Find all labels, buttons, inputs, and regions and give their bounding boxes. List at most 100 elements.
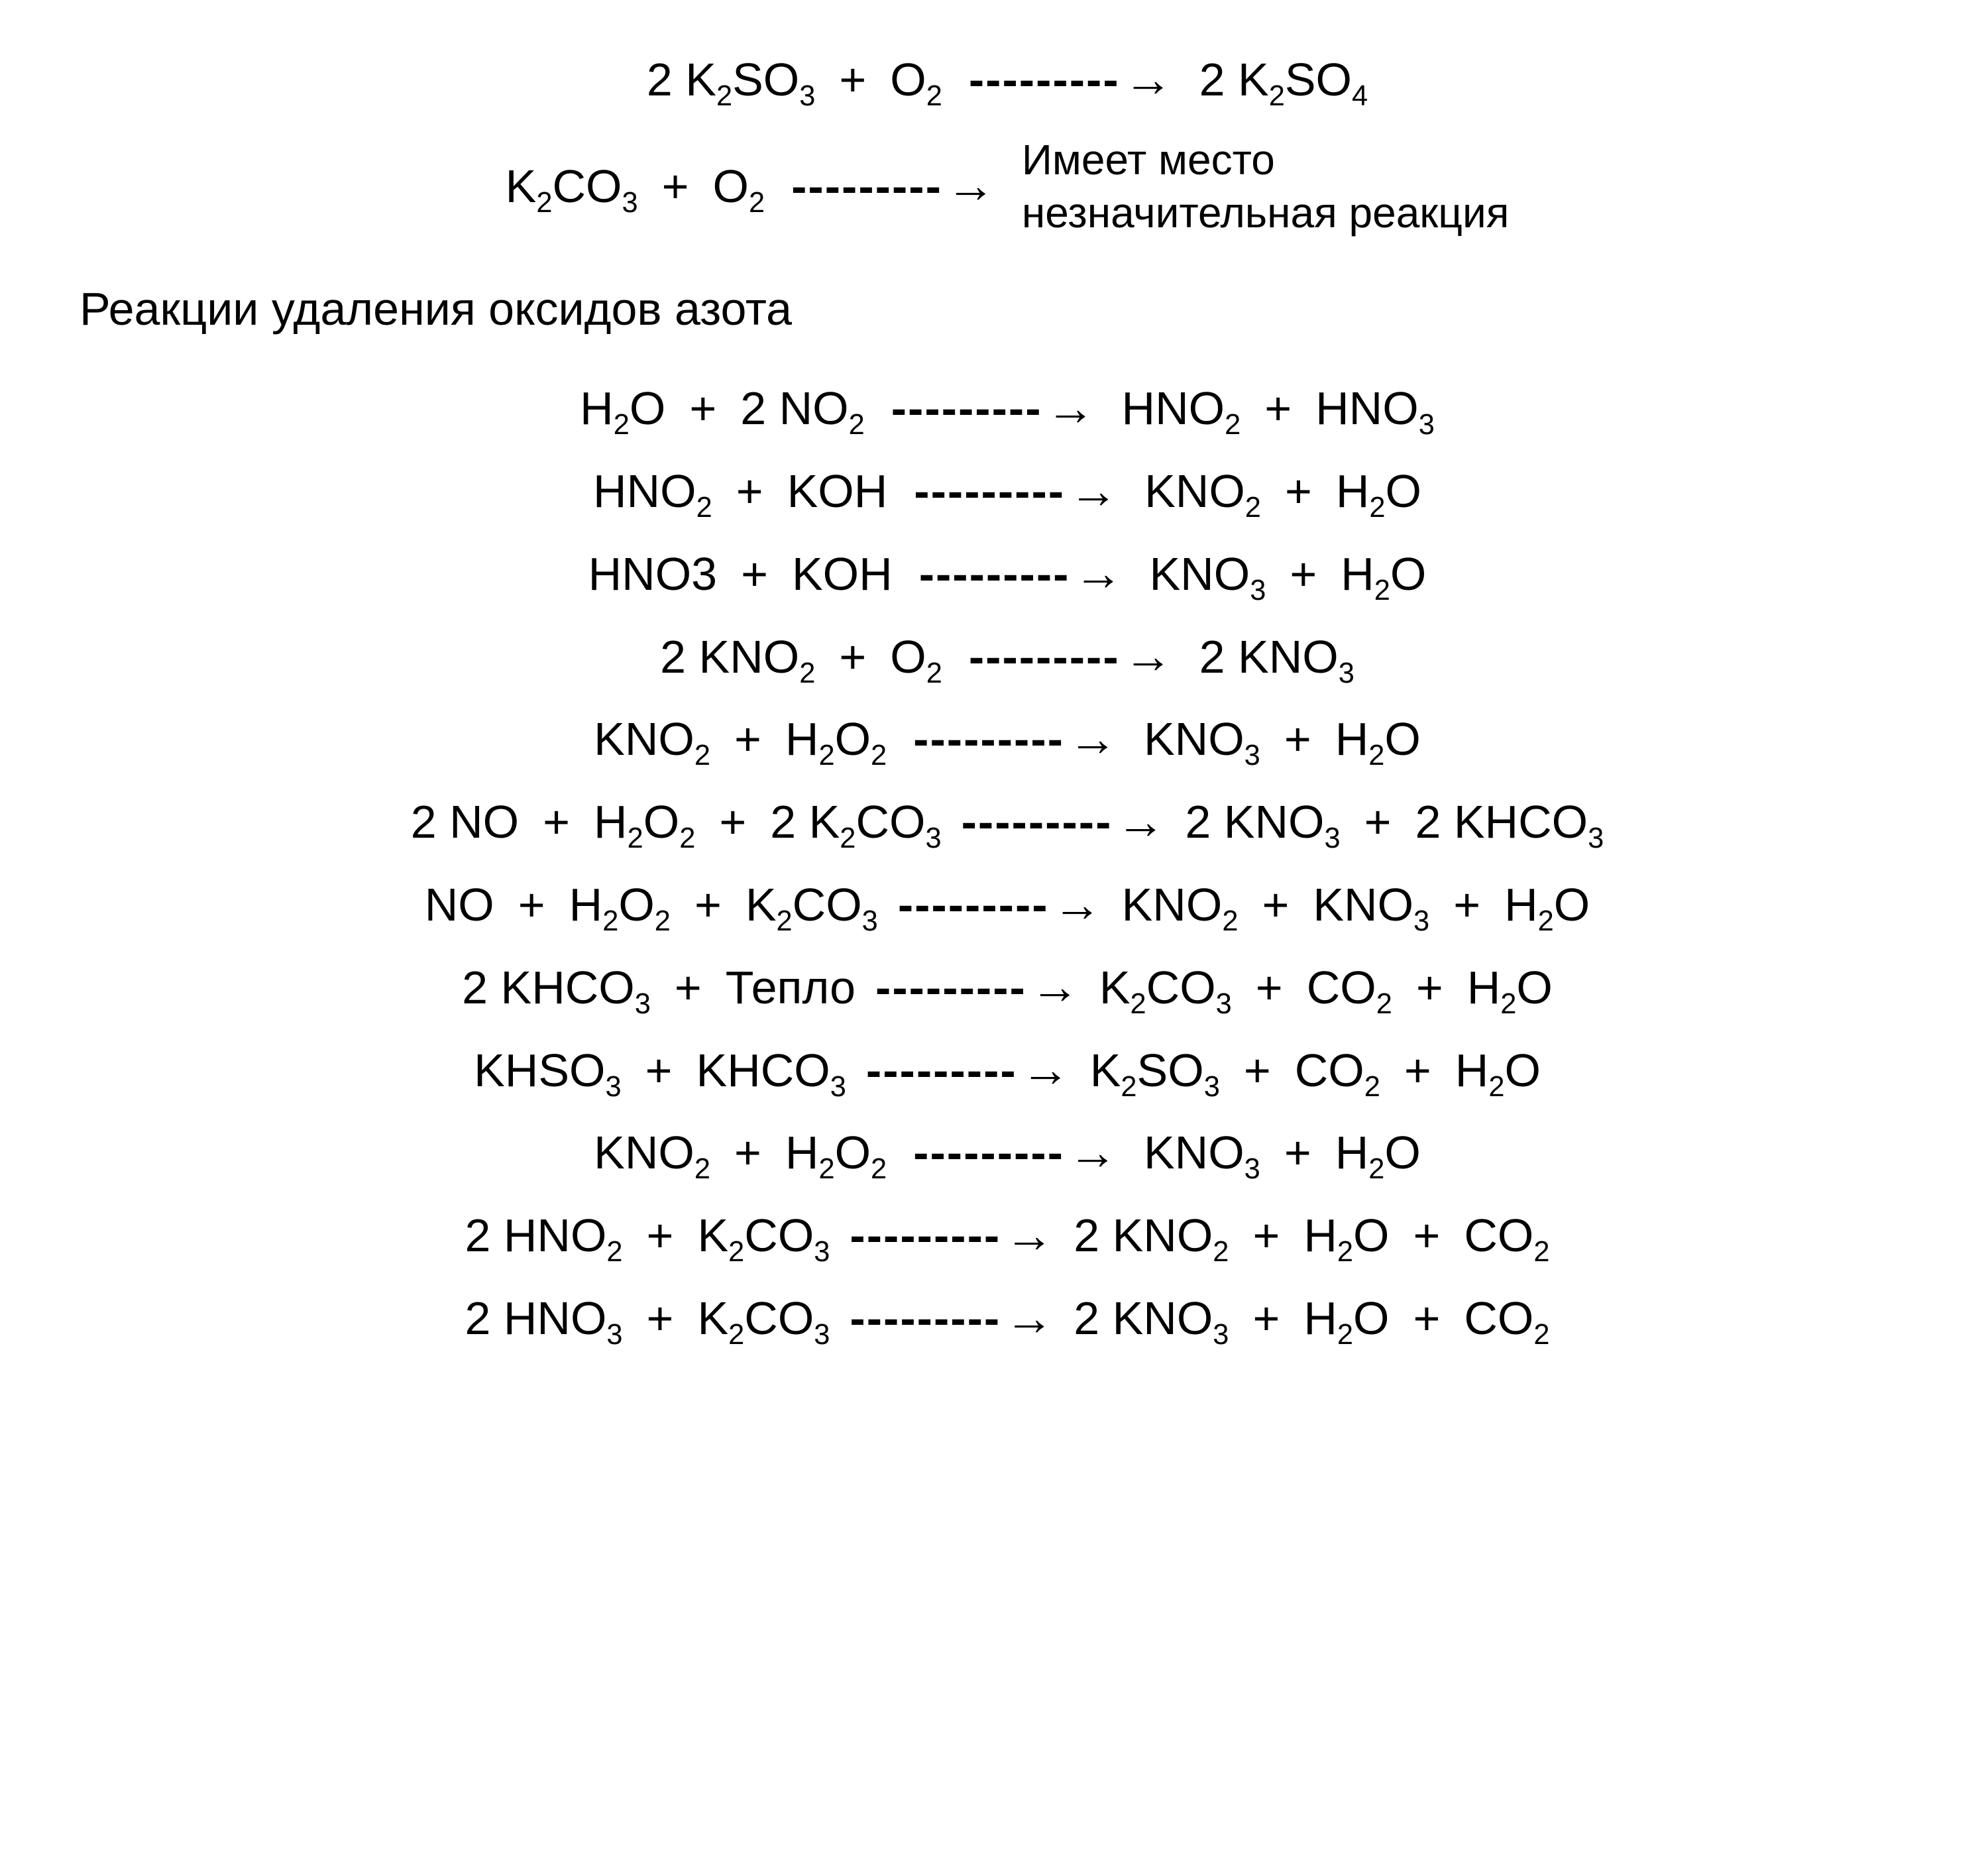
section-heading: Реакции удаления оксидов азота [80, 279, 1935, 339]
plus-sign: + [1281, 463, 1316, 519]
plus-sign: + [732, 463, 767, 519]
reaction-side: HNO2+KOH [593, 463, 887, 519]
reaction-species: K2CO3 [697, 1208, 830, 1263]
reaction-species: K2SO3 [1090, 1042, 1220, 1098]
arrow-head-icon: → [1074, 544, 1123, 603]
reaction-side: 2 HNO2 + K2CO3 [465, 1208, 830, 1263]
arrow-dashes: --------- [962, 794, 1113, 850]
reaction-arrow: ---------→ [850, 1206, 1054, 1265]
reaction-species: O2 [890, 52, 942, 107]
reaction-row: H2O+2 NO2---------→HNO2+HNO3 [80, 379, 1935, 438]
arrow-head-icon: → [1124, 627, 1173, 686]
arrow-dashes: --------- [913, 711, 1064, 767]
reaction-species: H2O2 [785, 1125, 887, 1180]
arrow-dashes: --------- [898, 877, 1049, 932]
arrow-dashes: --------- [919, 546, 1070, 602]
reaction-species: H2O2 [785, 711, 887, 767]
plus-sign: + [835, 52, 870, 107]
plus-sign: + [1240, 1042, 1275, 1098]
reaction-species: HNO3 [1315, 380, 1435, 436]
reaction-row: HNO3+KOH---------→KNO3+H2O [80, 544, 1935, 603]
reaction-species: CO2 [1307, 960, 1392, 1015]
arrow-head-icon: → [1046, 379, 1095, 438]
reaction-side: 2 KNO3 [1199, 629, 1354, 685]
arrow-head-icon: → [1005, 1206, 1054, 1265]
reaction-species: CO2 [1464, 1290, 1549, 1346]
reaction-species: CO2 [1464, 1208, 1549, 1263]
reaction-side: KNO2+KNO3+H2O [1122, 877, 1590, 932]
reaction-species: 2 KNO2 [1074, 1208, 1229, 1263]
reaction-side: KNO2 + H2O2 [594, 711, 887, 767]
plus-sign: + [643, 1290, 678, 1346]
plus-sign: + [1248, 1290, 1284, 1346]
reaction-side: 2 KNO2 + O2 [660, 629, 942, 685]
reaction-row: 2 NO+H2O2+2 K2CO3---------→2 KNO3+2 KHCO… [80, 793, 1935, 852]
arrow-dashes: --------- [914, 463, 1065, 519]
arrow-dashes: --------- [791, 158, 942, 214]
reaction-species: H2O [1303, 1208, 1389, 1263]
reaction-side: NO + H2O2 + K2CO3 [425, 877, 878, 932]
reaction-species: 2 K2SO3 [647, 52, 816, 107]
arrow-dashes: --------- [866, 1042, 1017, 1098]
reaction-row: 2 KHCO3+Тепло---------→K2CO3+CO2+H2O [80, 958, 1935, 1017]
reaction-species: O2 [890, 629, 942, 685]
plus-sign: + [1409, 1290, 1444, 1346]
reaction-species: H2O [580, 380, 665, 436]
reaction-species: KNO3 [1144, 1125, 1260, 1180]
plus-sign: + [514, 877, 549, 932]
reaction-species: NO [425, 877, 494, 932]
reaction-species: K2CO3 [746, 877, 878, 932]
plus-sign: + [730, 711, 765, 767]
reaction-species: K2CO3 [1099, 960, 1232, 1015]
plus-sign: + [539, 794, 574, 850]
reaction-species: H2O2 [594, 794, 695, 850]
reaction-species: KOH [792, 546, 893, 602]
reaction-species: 2 KNO2 [660, 629, 815, 685]
reaction-side: 2 K2SO3 + O2 [647, 52, 942, 107]
plus-sign: + [690, 877, 726, 932]
reaction-arrow: ---------→ [962, 793, 1166, 852]
reaction-arrow: ---------→ [913, 1123, 1117, 1182]
arrow-head-icon: → [1069, 462, 1118, 521]
reaction-arrow: ---------→ [850, 1289, 1054, 1348]
reaction-species: H2O [1335, 1125, 1421, 1180]
reaction-species: KHSO3 [474, 1042, 622, 1098]
reaction-species: 2 HNO2 [465, 1208, 622, 1263]
arrow-dashes: --------- [891, 380, 1042, 436]
reaction-species: KNO2 [1122, 877, 1239, 932]
plus-sign: + [643, 1208, 678, 1263]
arrow-dashes: --------- [969, 629, 1120, 685]
arrow-head-icon: → [1021, 1041, 1070, 1099]
reaction-species: H2O2 [569, 877, 671, 932]
plus-sign: + [737, 546, 772, 602]
plus-sign: + [658, 158, 693, 214]
reaction-species: O2 [713, 158, 765, 214]
reaction-side: KNO3 + H2O [1144, 1125, 1421, 1180]
reaction-side: 2 NO+H2O2+2 K2CO3 [411, 794, 942, 850]
plus-sign: + [1286, 546, 1321, 602]
plus-sign: + [685, 380, 720, 436]
reaction-row: 2 HNO3+K2CO3---------→2 KNO3+H2O+CO2 [80, 1289, 1935, 1348]
reaction-species: HNO2 [593, 463, 712, 519]
reaction-species: H2O [1341, 546, 1426, 602]
reaction-arrow: ---------→ [919, 544, 1123, 603]
reaction-species: 2 KHCO3 [462, 960, 651, 1015]
reaction-side: KNO3+H2O [1144, 711, 1421, 767]
plus-sign: + [1280, 711, 1315, 767]
reaction-side: 2 KNO2+H2O+CO2 [1074, 1208, 1549, 1263]
reaction-row: KNO2+H2O2 ---------→ KNO3 + H2O [80, 1123, 1935, 1182]
reaction-species: KHCO3 [696, 1042, 846, 1098]
reaction-arrow: ---------→ [914, 462, 1118, 521]
reaction-species: K2CO3 [506, 158, 638, 214]
reaction-side: KHSO3+KHCO3 [474, 1042, 846, 1098]
plus-sign: + [1280, 1125, 1315, 1180]
reaction-side: KNO2+H2O2 [594, 1125, 887, 1180]
reaction-species: KNO2 [594, 711, 710, 767]
reaction-side: 2 HNO3+K2CO3 [465, 1290, 830, 1346]
reaction-row: 2 KNO2 + O2 ---------→ 2 KNO3 [80, 627, 1935, 686]
reaction-side: 2 KHCO3+Тепло [462, 960, 856, 1015]
reaction-species: 2 NO2 [740, 380, 865, 436]
reaction-arrow: ---------→ [969, 627, 1173, 686]
reaction-species: 2 K2CO3 [770, 794, 941, 850]
plus-sign: + [835, 629, 870, 685]
